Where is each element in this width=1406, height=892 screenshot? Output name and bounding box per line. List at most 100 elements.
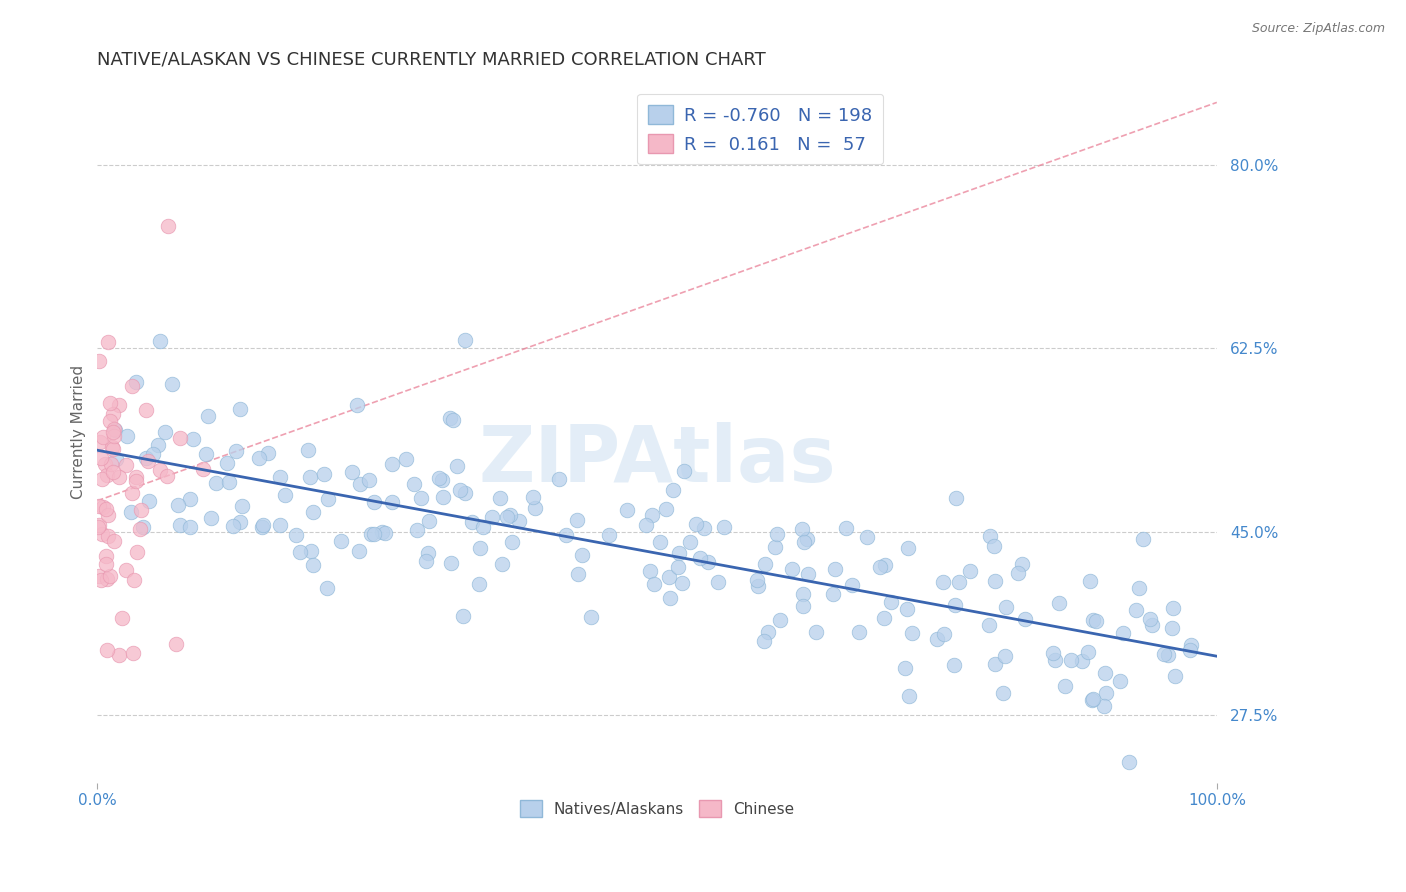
Point	[1060, 653, 1083, 667]
Point	[87, 520, 110, 534]
Point	[460, 515, 482, 529]
Point	[129, 503, 152, 517]
Point	[1157, 648, 1180, 663]
Point	[105, 452, 128, 467]
Point	[349, 476, 371, 491]
Point	[959, 564, 981, 578]
Point	[98, 396, 121, 410]
Point	[1092, 699, 1115, 714]
Point	[450, 483, 472, 497]
Point	[451, 608, 474, 623]
Point	[360, 526, 382, 541]
Point	[380, 457, 402, 471]
Point	[634, 518, 657, 533]
Point	[1007, 566, 1029, 581]
Point	[169, 517, 191, 532]
Point	[153, 425, 176, 440]
Point	[824, 562, 846, 576]
Point	[766, 527, 789, 541]
Point	[948, 574, 970, 589]
Point	[135, 450, 157, 465]
Point	[381, 495, 404, 509]
Point	[330, 533, 353, 548]
Point	[641, 508, 664, 522]
Point	[218, 475, 240, 489]
Point	[1070, 654, 1092, 668]
Point	[994, 600, 1017, 615]
Point	[96, 468, 118, 483]
Point	[1132, 532, 1154, 546]
Point	[454, 486, 477, 500]
Point	[668, 546, 690, 560]
Point	[693, 521, 716, 535]
Point	[522, 490, 544, 504]
Point	[821, 587, 844, 601]
Point	[745, 573, 768, 587]
Y-axis label: Currently Married: Currently Married	[72, 365, 86, 500]
Point	[984, 657, 1007, 671]
Point	[1080, 693, 1102, 707]
Point	[1153, 647, 1175, 661]
Point	[100, 440, 122, 454]
Point	[121, 646, 143, 660]
Point	[94, 502, 117, 516]
Point	[468, 577, 491, 591]
Point	[439, 556, 461, 570]
Point	[848, 624, 870, 639]
Point	[298, 469, 321, 483]
Point	[156, 219, 179, 233]
Point	[454, 333, 477, 347]
Point	[1095, 686, 1118, 700]
Point	[489, 491, 512, 505]
Point	[1128, 581, 1150, 595]
Point	[1081, 613, 1104, 627]
Point	[101, 465, 124, 479]
Text: ZIPAtlas: ZIPAtlas	[478, 422, 837, 499]
Point	[1094, 666, 1116, 681]
Point	[96, 642, 118, 657]
Point	[979, 529, 1001, 543]
Point	[792, 587, 814, 601]
Point	[869, 559, 891, 574]
Point	[900, 625, 922, 640]
Point	[756, 625, 779, 640]
Point	[162, 376, 184, 391]
Point	[132, 520, 155, 534]
Point	[179, 491, 201, 506]
Text: Source: ZipAtlas.com: Source: ZipAtlas.com	[1251, 22, 1385, 36]
Point	[156, 468, 179, 483]
Point	[898, 690, 921, 704]
Point	[439, 411, 461, 425]
Point	[167, 498, 190, 512]
Point	[1011, 558, 1033, 572]
Point	[659, 591, 682, 605]
Point	[567, 566, 589, 581]
Point	[121, 379, 143, 393]
Point	[943, 598, 966, 612]
Point	[346, 398, 368, 412]
Point	[146, 438, 169, 452]
Point	[115, 458, 138, 472]
Point	[297, 443, 319, 458]
Point	[994, 648, 1017, 663]
Point	[302, 558, 325, 572]
Point	[855, 530, 877, 544]
Point	[1161, 601, 1184, 615]
Point	[763, 540, 786, 554]
Point	[363, 527, 385, 541]
Point	[666, 560, 689, 574]
Point	[1085, 614, 1108, 628]
Point	[470, 541, 492, 556]
Point	[689, 550, 711, 565]
Point	[640, 564, 662, 578]
Point	[565, 514, 588, 528]
Point	[101, 442, 124, 456]
Point	[87, 569, 110, 583]
Point	[215, 456, 238, 470]
Point	[197, 409, 219, 424]
Point	[678, 535, 700, 549]
Point	[983, 539, 1005, 553]
Point	[661, 483, 683, 497]
Point	[496, 510, 519, 524]
Point	[643, 577, 665, 591]
